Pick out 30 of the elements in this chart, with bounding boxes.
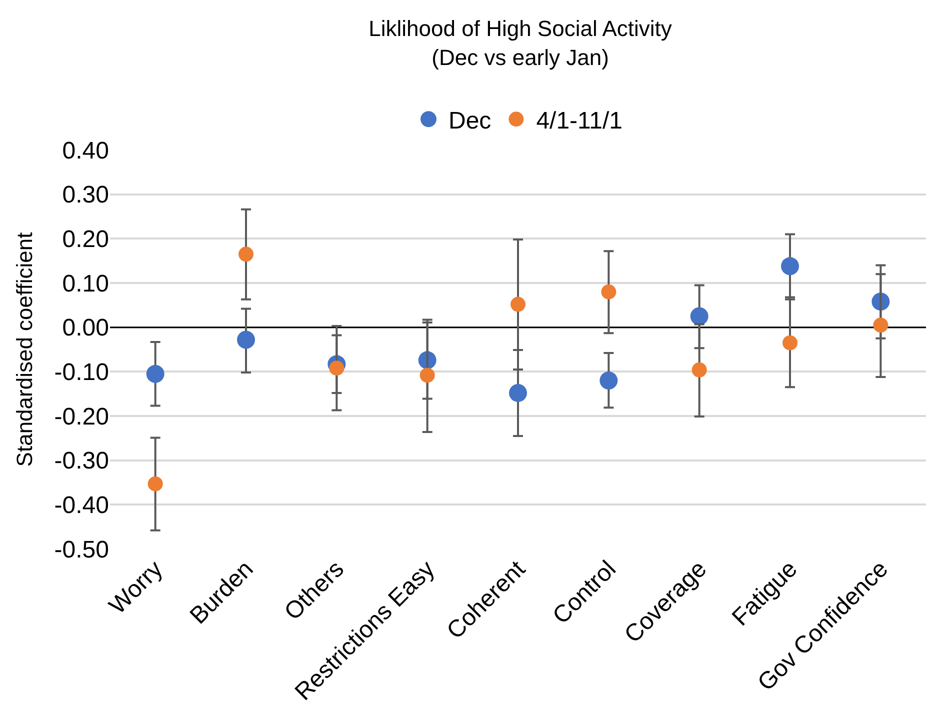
y-tick-label: -0.20 [54,403,109,430]
point [600,372,618,390]
legend-label: 4/1-11/1 [536,107,622,134]
legend-label: Dec [448,107,492,134]
y-tick-label: 0.20 [62,226,109,254]
point [601,284,616,300]
chart-subtitle: (Dec vs early Jan) [432,44,609,70]
y-tick-label: 0.10 [62,270,109,298]
y-tick-label: -0.50 [54,536,109,564]
y-tick-label: 0.00 [62,314,109,342]
point [237,330,255,349]
point [146,364,164,383]
y-tick-label: -0.40 [54,492,109,520]
point [329,360,344,376]
y-axis-title: Standardised coefficient [12,232,38,467]
point [781,257,799,276]
point [510,296,526,312]
point [690,307,708,326]
point [782,335,798,350]
point [238,246,254,262]
y-tick-label: 0.30 [62,182,109,209]
y-tick-label: 0.40 [62,137,109,164]
point [509,384,527,402]
y-tick-label: -0.10 [54,359,109,386]
point [873,318,888,333]
point [692,362,707,378]
point [420,368,435,383]
y-tick-label: -0.30 [54,448,109,475]
point [148,476,163,492]
chart-title: Liklihood of High Social Activity [368,16,672,42]
